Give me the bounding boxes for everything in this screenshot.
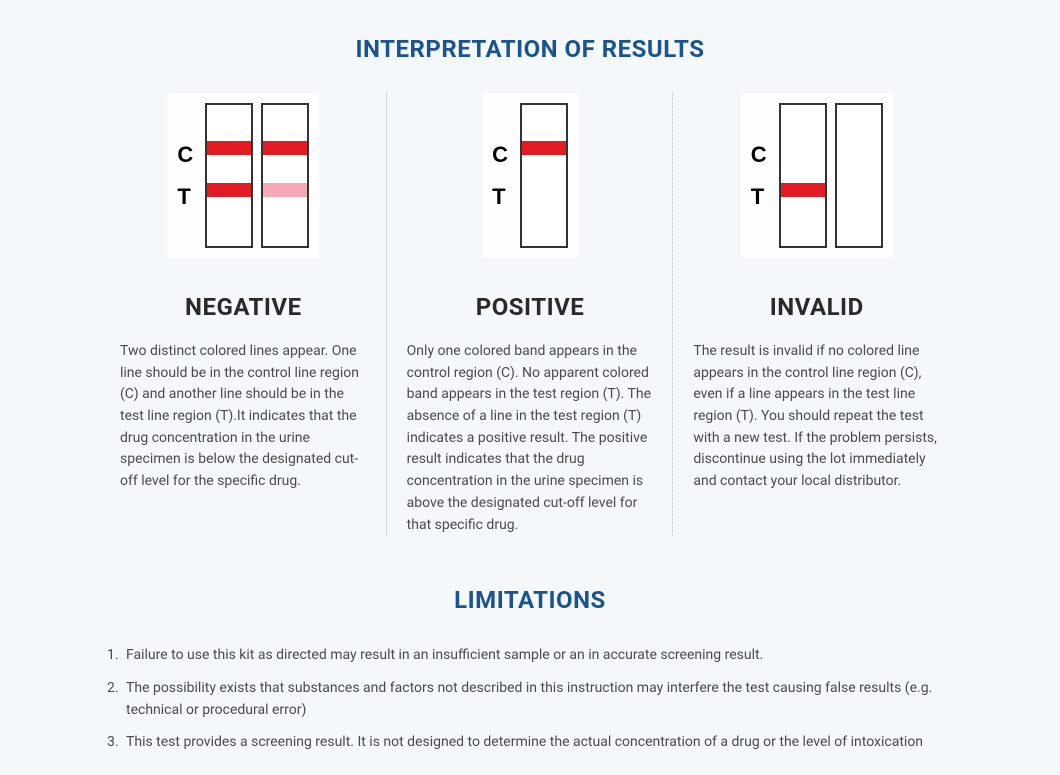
result-column-invalid: C T INVALID The result is invalid if no … [673,93,960,536]
test-strip [835,103,883,248]
test-strip [261,103,309,248]
result-desc-negative: Two distinct colored lines appear. One l… [120,341,367,493]
diagram-invalid: C T [741,93,893,258]
diagram-positive: C T [482,93,578,258]
limitations-list: Failure to use this kit as directed may … [100,644,960,754]
result-title-invalid: INVALID [693,293,940,321]
band-c-icon [207,141,251,155]
strip-labels: C T [177,144,193,208]
label-c: C [751,144,767,166]
test-strip [205,103,253,248]
list-item: Failure to use this kit as directed may … [122,644,960,666]
band-t-icon [781,183,825,197]
result-column-negative: C T NEGATIVE Two distinct colored lines … [100,93,387,536]
band-t-icon [207,183,251,197]
interpretation-title: INTERPRETATION OF RESULTS [100,35,960,63]
test-strip [779,103,827,248]
band-t-icon [263,183,307,197]
label-c: C [492,144,508,166]
result-title-negative: NEGATIVE [120,293,367,321]
list-item: The possibility exists that substances a… [122,677,960,722]
list-item: This test provides a screening result. I… [122,731,960,753]
results-row: C T NEGATIVE Two distinct colored lines … [100,93,960,536]
strip-labels: C T [751,144,767,208]
strip-labels: C T [492,144,508,208]
label-t: T [492,186,508,208]
test-strip [520,103,568,248]
diagram-negative: C T [167,93,319,258]
result-desc-positive: Only one colored band appears in the con… [407,341,654,536]
result-desc-invalid: The result is invalid if no colored line… [693,341,940,493]
band-c-icon [522,141,566,155]
label-c: C [177,144,193,166]
band-c-icon [263,141,307,155]
limitations-title: LIMITATIONS [100,586,960,614]
result-title-positive: POSITIVE [407,293,654,321]
label-t: T [177,186,193,208]
result-column-positive: C T POSITIVE Only one colored band appea… [387,93,674,536]
label-t: T [751,186,767,208]
